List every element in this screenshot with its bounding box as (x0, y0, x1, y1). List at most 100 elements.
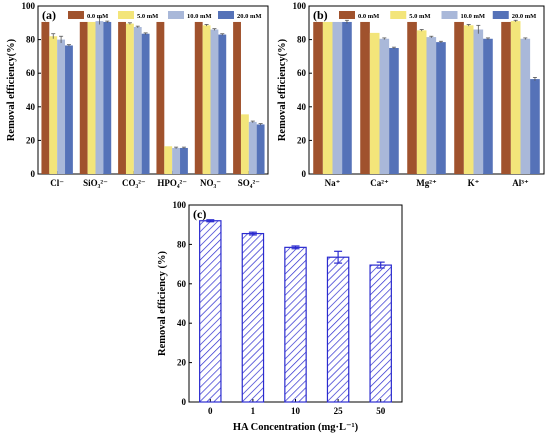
bar (95, 21, 104, 175)
y-tick-label: 80 (177, 239, 187, 249)
legend-label: 20.0 mM (512, 13, 537, 20)
legend-swatch (218, 11, 234, 19)
bar (284, 246, 307, 403)
bar (49, 36, 58, 174)
x-tick-label: NO₃⁻ (200, 178, 221, 188)
legend-swatch (68, 11, 84, 19)
bar (218, 34, 227, 175)
bar (426, 37, 437, 174)
y-tick-label: 40 (177, 318, 187, 328)
legend-label: 10.0 mM (461, 13, 486, 20)
y-tick-label: 80 (26, 35, 36, 45)
bar (233, 21, 241, 175)
y-tick-label: 20 (177, 358, 187, 368)
bar (240, 114, 249, 174)
bar (156, 21, 165, 175)
x-tick-label: K⁺ (468, 178, 480, 188)
bar (164, 146, 173, 174)
bar (133, 27, 142, 174)
y-tick-label: 20 (297, 135, 307, 145)
x-tick-label: 10 (291, 406, 301, 416)
legend-label: 5.0 mM (137, 13, 158, 20)
bar (463, 25, 474, 174)
bar (103, 21, 112, 175)
plot-frame (37, 5, 269, 175)
y-tick-label: 40 (297, 102, 307, 112)
legend-swatch (492, 11, 509, 19)
bar (248, 121, 257, 174)
y-tick-label: 0 (182, 397, 187, 407)
x-tick-label: 0 (208, 406, 213, 416)
bar (416, 30, 427, 174)
bar (520, 38, 531, 175)
x-tick-label: CO₃²⁻ (122, 178, 146, 188)
bar (241, 232, 265, 403)
x-tick-label: Mg²⁺ (416, 178, 437, 188)
bar (379, 38, 390, 175)
bar (389, 48, 399, 174)
legend-label: 0.0 mM (87, 13, 108, 20)
bar (313, 21, 323, 175)
x-tick-label: SiO₃²⁻ (83, 178, 108, 188)
y-tick-label: 60 (26, 68, 36, 78)
bar (454, 21, 464, 175)
bar (118, 21, 126, 175)
x-tick-label: Cl⁻ (50, 178, 64, 188)
y-tick-label: 100 (293, 1, 307, 11)
bar (342, 21, 352, 175)
y-tick-label: 100 (22, 1, 36, 11)
legend-label: 0.0 mM (358, 13, 379, 20)
x-tick-label: HPO₄²⁻ (157, 178, 187, 188)
bar (256, 124, 265, 174)
y-tick-label: 100 (173, 200, 187, 210)
bar (510, 21, 521, 175)
bar (141, 33, 150, 174)
y-tick-label: 20 (26, 135, 36, 145)
bar (57, 39, 66, 174)
bar (180, 147, 188, 174)
y-axis-label: Removal efficiency(%) (277, 38, 288, 141)
bar (87, 21, 96, 175)
y-tick-label: 80 (297, 35, 307, 45)
bar (202, 25, 211, 174)
legend-swatch (168, 11, 184, 19)
y-tick-label: 60 (177, 279, 187, 289)
bar (530, 79, 540, 174)
bar (172, 147, 181, 174)
x-tick-label: 50 (376, 406, 386, 416)
x-axis-label: HA Concentration (mg·L⁻¹) (233, 422, 359, 433)
bar (473, 29, 484, 174)
y-tick-label: 0 (302, 169, 307, 179)
legend-swatch (441, 11, 458, 19)
bar (125, 23, 134, 174)
bar (199, 220, 222, 403)
panel-label: (a) (42, 8, 56, 22)
legend-label: 20.0 mM (237, 13, 262, 20)
x-tick-label: Al³⁺ (512, 178, 529, 188)
bar (483, 38, 493, 175)
bar (322, 21, 333, 175)
x-tick-label: 1 (251, 406, 256, 416)
bar (501, 21, 511, 175)
legend-swatch (339, 11, 355, 19)
bar (332, 21, 343, 175)
x-tick-label: 25 (334, 406, 344, 416)
bar (326, 256, 350, 403)
x-tick-label: Ca²⁺ (370, 178, 389, 188)
legend-label: 10.0 mM (187, 13, 212, 20)
legend-swatch (390, 11, 407, 19)
bar (436, 42, 446, 175)
bar (407, 21, 417, 175)
y-tick-label: 40 (26, 102, 36, 112)
legend-label: 5.0 mM (409, 13, 430, 20)
y-axis-label: Removal efficiency (%) (157, 251, 168, 356)
bar (369, 32, 380, 174)
panel-label: (b) (313, 8, 328, 22)
bar (65, 45, 73, 175)
y-axis-label: Removal efficiency(%) (6, 38, 17, 141)
legend-swatch (118, 11, 134, 19)
bar (41, 21, 50, 175)
bar (79, 21, 88, 175)
panel-label: (c) (193, 207, 206, 221)
